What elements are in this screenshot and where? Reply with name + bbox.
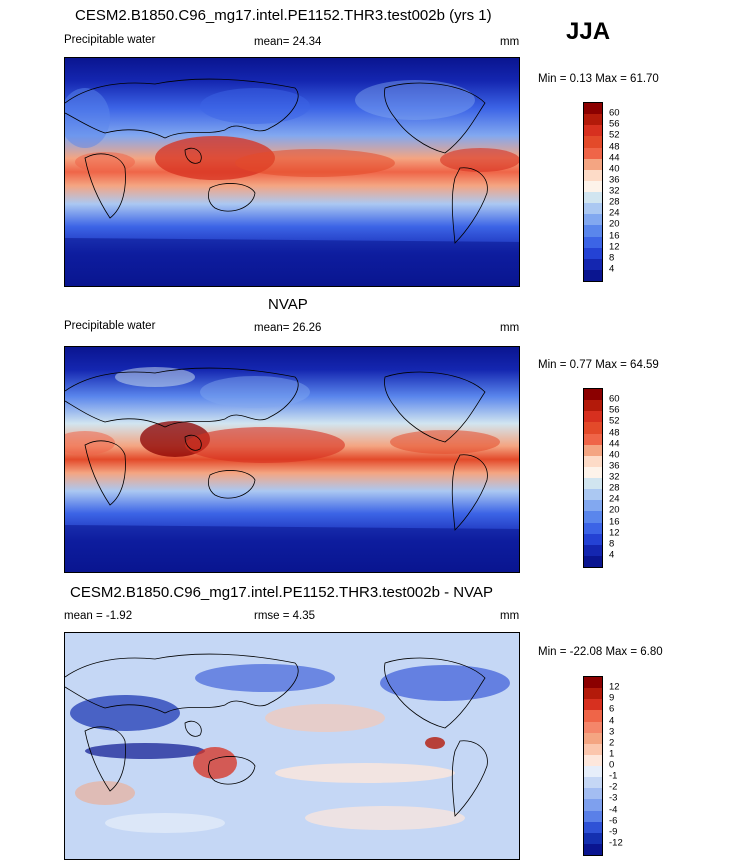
cbar-tick: 9 bbox=[609, 692, 615, 704]
cbar-tick: 48 bbox=[609, 141, 620, 152]
cbar-tick: 44 bbox=[609, 152, 620, 164]
cbar-tick: 8 bbox=[609, 538, 615, 550]
cbar-tick: 4 bbox=[609, 263, 615, 275]
panel3-units: mm bbox=[500, 610, 520, 622]
cbar-tick: 16 bbox=[609, 516, 620, 527]
cbar-tick: -6 bbox=[609, 815, 618, 827]
panel3-mean: mean = -1.92 bbox=[64, 610, 133, 622]
season-label: JJA bbox=[566, 18, 611, 45]
cbar-tick: 32 bbox=[609, 471, 620, 483]
panel2-minmax: Min = 0.77 Max = 64.59 bbox=[538, 359, 659, 371]
cbar-tick: 20 bbox=[609, 504, 620, 516]
panel1-mean: mean= 24.34 bbox=[254, 36, 322, 48]
cbar-tick: 32 bbox=[609, 185, 620, 197]
cbar-tick: 60 bbox=[609, 107, 620, 119]
cbar-tick: 44 bbox=[609, 438, 620, 450]
precipitable-water-map-nvap bbox=[65, 347, 519, 572]
panel2-variable: Precipitable water bbox=[64, 320, 156, 332]
cbar-tick: 56 bbox=[609, 118, 620, 130]
panel1-map bbox=[64, 57, 520, 287]
cbar-tick: 60 bbox=[609, 393, 620, 405]
cbar-tick: 1 bbox=[609, 748, 615, 760]
panel1-colorbar bbox=[583, 102, 603, 282]
cbar-tick: 36 bbox=[609, 460, 620, 472]
cbar-tick: -4 bbox=[609, 804, 618, 815]
panel1-minmax: Min = 0.13 Max = 61.70 bbox=[538, 73, 659, 85]
cbar-tick: 4 bbox=[609, 549, 615, 561]
cbar-tick: 28 bbox=[609, 482, 620, 494]
cbar-tick: 24 bbox=[609, 493, 620, 505]
cbar-tick: 0 bbox=[609, 759, 615, 771]
cbar-tick: 40 bbox=[609, 163, 620, 175]
cbar-tick: 4 bbox=[609, 715, 615, 726]
cbar-tick: 52 bbox=[609, 415, 620, 427]
cbar-tick: 8 bbox=[609, 252, 615, 264]
panel2-title: NVAP bbox=[268, 296, 308, 313]
cbar-tick: -2 bbox=[609, 781, 618, 793]
cbar-tick: 2 bbox=[609, 737, 615, 749]
cbar-tick: 3 bbox=[609, 726, 615, 738]
cbar-tick: 16 bbox=[609, 230, 620, 241]
cbar-tick: -3 bbox=[609, 792, 618, 804]
cbar-tick: 52 bbox=[609, 129, 620, 141]
cbar-tick: 40 bbox=[609, 449, 620, 461]
panel3-colorbar bbox=[583, 676, 603, 856]
cbar-tick: 56 bbox=[609, 404, 620, 416]
panel1-title: CESM2.B1850.C96_mg17.intel.PE1152.THR3.t… bbox=[75, 7, 492, 24]
cbar-tick: 24 bbox=[609, 207, 620, 219]
panel2-map bbox=[64, 346, 520, 573]
cbar-tick: 36 bbox=[609, 174, 620, 186]
panel3-minmax: Min = -22.08 Max = 6.80 bbox=[538, 646, 663, 658]
precipitable-water-difference-map bbox=[65, 633, 519, 859]
cbar-tick: 12 bbox=[609, 681, 620, 693]
cbar-tick: -12 bbox=[609, 837, 623, 849]
cbar-tick: 20 bbox=[609, 218, 620, 230]
cbar-tick: 28 bbox=[609, 196, 620, 208]
cbar-tick: 12 bbox=[609, 527, 620, 539]
panel2-colorbar bbox=[583, 388, 603, 568]
panel1-units: mm bbox=[500, 36, 520, 48]
cbar-tick: -9 bbox=[609, 826, 618, 838]
cbar-tick: 48 bbox=[609, 427, 620, 438]
panel3-title: CESM2.B1850.C96_mg17.intel.PE1152.THR3.t… bbox=[70, 584, 494, 601]
panel1-variable: Precipitable water bbox=[64, 34, 156, 46]
panel2-units: mm bbox=[500, 322, 520, 334]
cbar-tick: 6 bbox=[609, 703, 615, 715]
precipitable-water-map-model bbox=[65, 58, 519, 286]
panel2-mean: mean= 26.26 bbox=[254, 322, 322, 334]
cbar-tick: 12 bbox=[609, 241, 620, 253]
cbar-tick: -1 bbox=[609, 770, 618, 782]
panel3-rmse: rmse = 4.35 bbox=[254, 610, 316, 622]
panel3-map bbox=[64, 632, 520, 860]
